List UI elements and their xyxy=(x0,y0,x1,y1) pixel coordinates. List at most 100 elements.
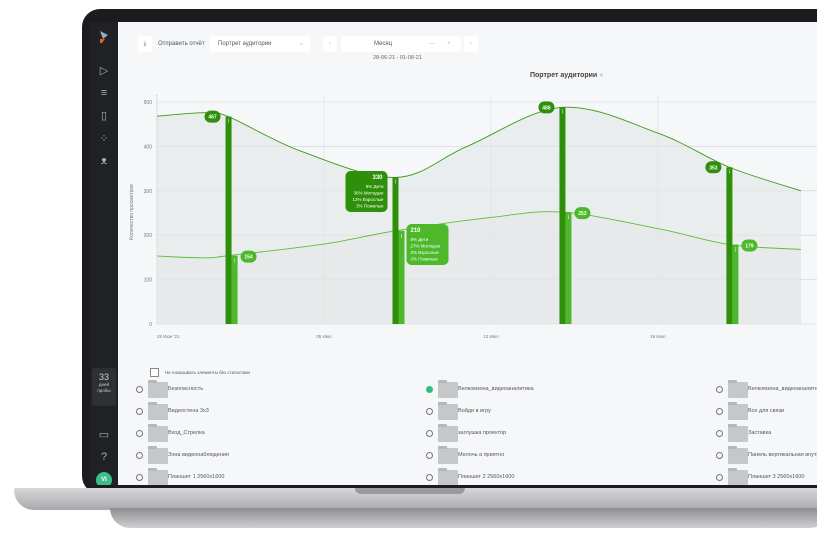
item-radio[interactable] xyxy=(716,386,723,393)
list-item[interactable]: Планшет 2 2560х1600 xyxy=(426,468,696,485)
list-item[interactable]: Видеостена 3х3 xyxy=(136,402,406,420)
list-item[interactable]: Планшет 3 2560х1600 xyxy=(716,468,817,485)
list-item[interactable]: заглушка проектор xyxy=(426,424,696,442)
folder-icon xyxy=(438,468,458,485)
folder-icon xyxy=(728,380,748,398)
trial-badge[interactable]: 33 дней пробы xyxy=(92,368,116,406)
folder-icon xyxy=(438,380,458,398)
item-radio[interactable] xyxy=(136,474,143,481)
value-label: 252 xyxy=(578,211,587,217)
folder-icon xyxy=(438,446,458,464)
chevron-down-icon: ⌄ xyxy=(298,41,304,47)
laptop-base xyxy=(14,488,817,510)
list-item[interactable]: Войди в игру xyxy=(426,402,696,420)
list-item[interactable]: Вход_Стрелка xyxy=(136,424,406,442)
sidebar: ▷ ≡ ▯ ⁘ ᴥ 33 дней пробы ▭ ? VI xyxy=(90,22,118,485)
chart-title: Портрет аудитории ● xyxy=(530,72,603,79)
x-tick-label: 28 Июн '21 xyxy=(157,334,180,339)
person-icon: ǐ xyxy=(394,179,397,185)
chart-title-text: Портрет аудитории xyxy=(530,72,598,79)
list-item[interactable]: Панель вертикальная внутр xyxy=(716,446,817,464)
y-tick-label: 400 xyxy=(144,144,153,150)
zoom-in-button[interactable]: + xyxy=(447,41,451,47)
prev-period-button[interactable]: ‹ xyxy=(323,36,337,52)
list-item[interactable]: Велкомзона_видеоаналитика xyxy=(426,380,696,398)
laptop-base-bottom xyxy=(110,508,817,528)
avatar[interactable]: VI xyxy=(96,472,112,485)
item-radio[interactable] xyxy=(716,452,723,459)
item-radio[interactable] xyxy=(426,386,433,393)
list-item[interactable]: Зона видеонаблюдения xyxy=(136,446,406,464)
item-radio[interactable] xyxy=(716,408,723,415)
report-select[interactable]: Портрет аудитории ⌄ xyxy=(210,36,310,52)
person-icon: ǐ xyxy=(233,259,236,265)
hide-empty-label: Не показывать элементы без статистики xyxy=(165,370,250,375)
list-item[interactable]: Заставка xyxy=(716,424,817,442)
bar-lower xyxy=(398,230,405,324)
item-radio[interactable] xyxy=(136,430,143,437)
logo-icon[interactable] xyxy=(97,30,111,44)
send-report-button[interactable]: Отправить отчёт xyxy=(158,41,205,47)
item-radio[interactable] xyxy=(136,408,143,415)
item-radio[interactable] xyxy=(426,452,433,459)
y-tick-label: 500 xyxy=(144,100,153,106)
value-label: 179 xyxy=(745,244,754,250)
monitor-icon[interactable]: ▭ xyxy=(98,429,110,441)
bar-lower xyxy=(565,212,572,324)
value-bubble xyxy=(204,110,221,123)
trial-label: дней xyxy=(98,382,110,387)
loader-icon[interactable]: ⁘ xyxy=(99,133,109,145)
bar-lower xyxy=(732,244,739,324)
value-label: 467 xyxy=(208,115,217,121)
next-period-button[interactable]: › xyxy=(464,36,478,52)
item-radio[interactable] xyxy=(426,474,433,481)
item-radio[interactable] xyxy=(136,452,143,459)
folder-icon xyxy=(728,402,748,420)
item-label: Планшет 3 2560х1600 xyxy=(748,474,805,480)
tooltip-line: 36% Молодые xyxy=(354,191,384,196)
tooltip-line: 12% Взрослые xyxy=(353,197,384,202)
item-label: Вход_Стрелка xyxy=(168,430,205,436)
tooltip-line: 8% Дети xyxy=(366,184,384,189)
item-label: Велкомзона_видеоаналитика xyxy=(748,386,817,392)
list-item[interactable]: Все для связи xyxy=(716,402,817,420)
person-icon: ǐ xyxy=(567,215,570,221)
item-radio[interactable] xyxy=(426,430,433,437)
item-label: Войди в игру xyxy=(458,408,491,414)
folder-icon xyxy=(728,446,748,464)
folder-icon xyxy=(148,380,168,398)
play-icon[interactable]: ▷ xyxy=(99,65,109,77)
folder-icon xyxy=(438,424,458,442)
list-item[interactable]: Планшет 1 2560х1600 xyxy=(136,468,406,485)
download-icon[interactable]: ⤓ xyxy=(138,36,152,52)
list-item[interactable]: Мелочь а приятно xyxy=(426,446,696,464)
laptop-notch xyxy=(355,488,465,494)
zoom-out-button[interactable]: — xyxy=(429,41,435,47)
item-radio[interactable] xyxy=(716,430,723,437)
tooltip xyxy=(406,224,449,265)
help-icon[interactable]: ? xyxy=(100,451,108,463)
bar-lower xyxy=(231,255,238,324)
filter-icon[interactable]: ≡ xyxy=(100,87,108,99)
tooltip-line: 9% Дети xyxy=(411,237,429,242)
value-label: 154 xyxy=(244,255,253,261)
item-radio[interactable] xyxy=(426,408,433,415)
person-icon: ǐ xyxy=(728,169,731,175)
tooltip-line: 2% Взрослые xyxy=(411,250,440,255)
x-tick-label: 19 Июл xyxy=(650,334,666,339)
help-icon[interactable]: ● xyxy=(599,72,604,79)
file-icon[interactable]: ▯ xyxy=(100,110,108,122)
list-item[interactable]: Безопасность xyxy=(136,380,406,398)
y-tick-label: 300 xyxy=(144,189,153,195)
item-radio[interactable] xyxy=(136,386,143,393)
list-item[interactable]: Велкомзона_видеоаналитика xyxy=(716,380,817,398)
hide-empty-checkbox[interactable] xyxy=(150,368,159,377)
tooltip xyxy=(345,171,388,212)
item-radio[interactable] xyxy=(716,474,723,481)
user-icon[interactable]: ᴥ xyxy=(100,155,108,167)
person-icon: ǐ xyxy=(734,248,737,254)
item-label: Все для связи xyxy=(748,408,785,414)
tooltip-value: 330 xyxy=(372,175,383,181)
x-tick-label: 05 Июл xyxy=(316,334,332,339)
